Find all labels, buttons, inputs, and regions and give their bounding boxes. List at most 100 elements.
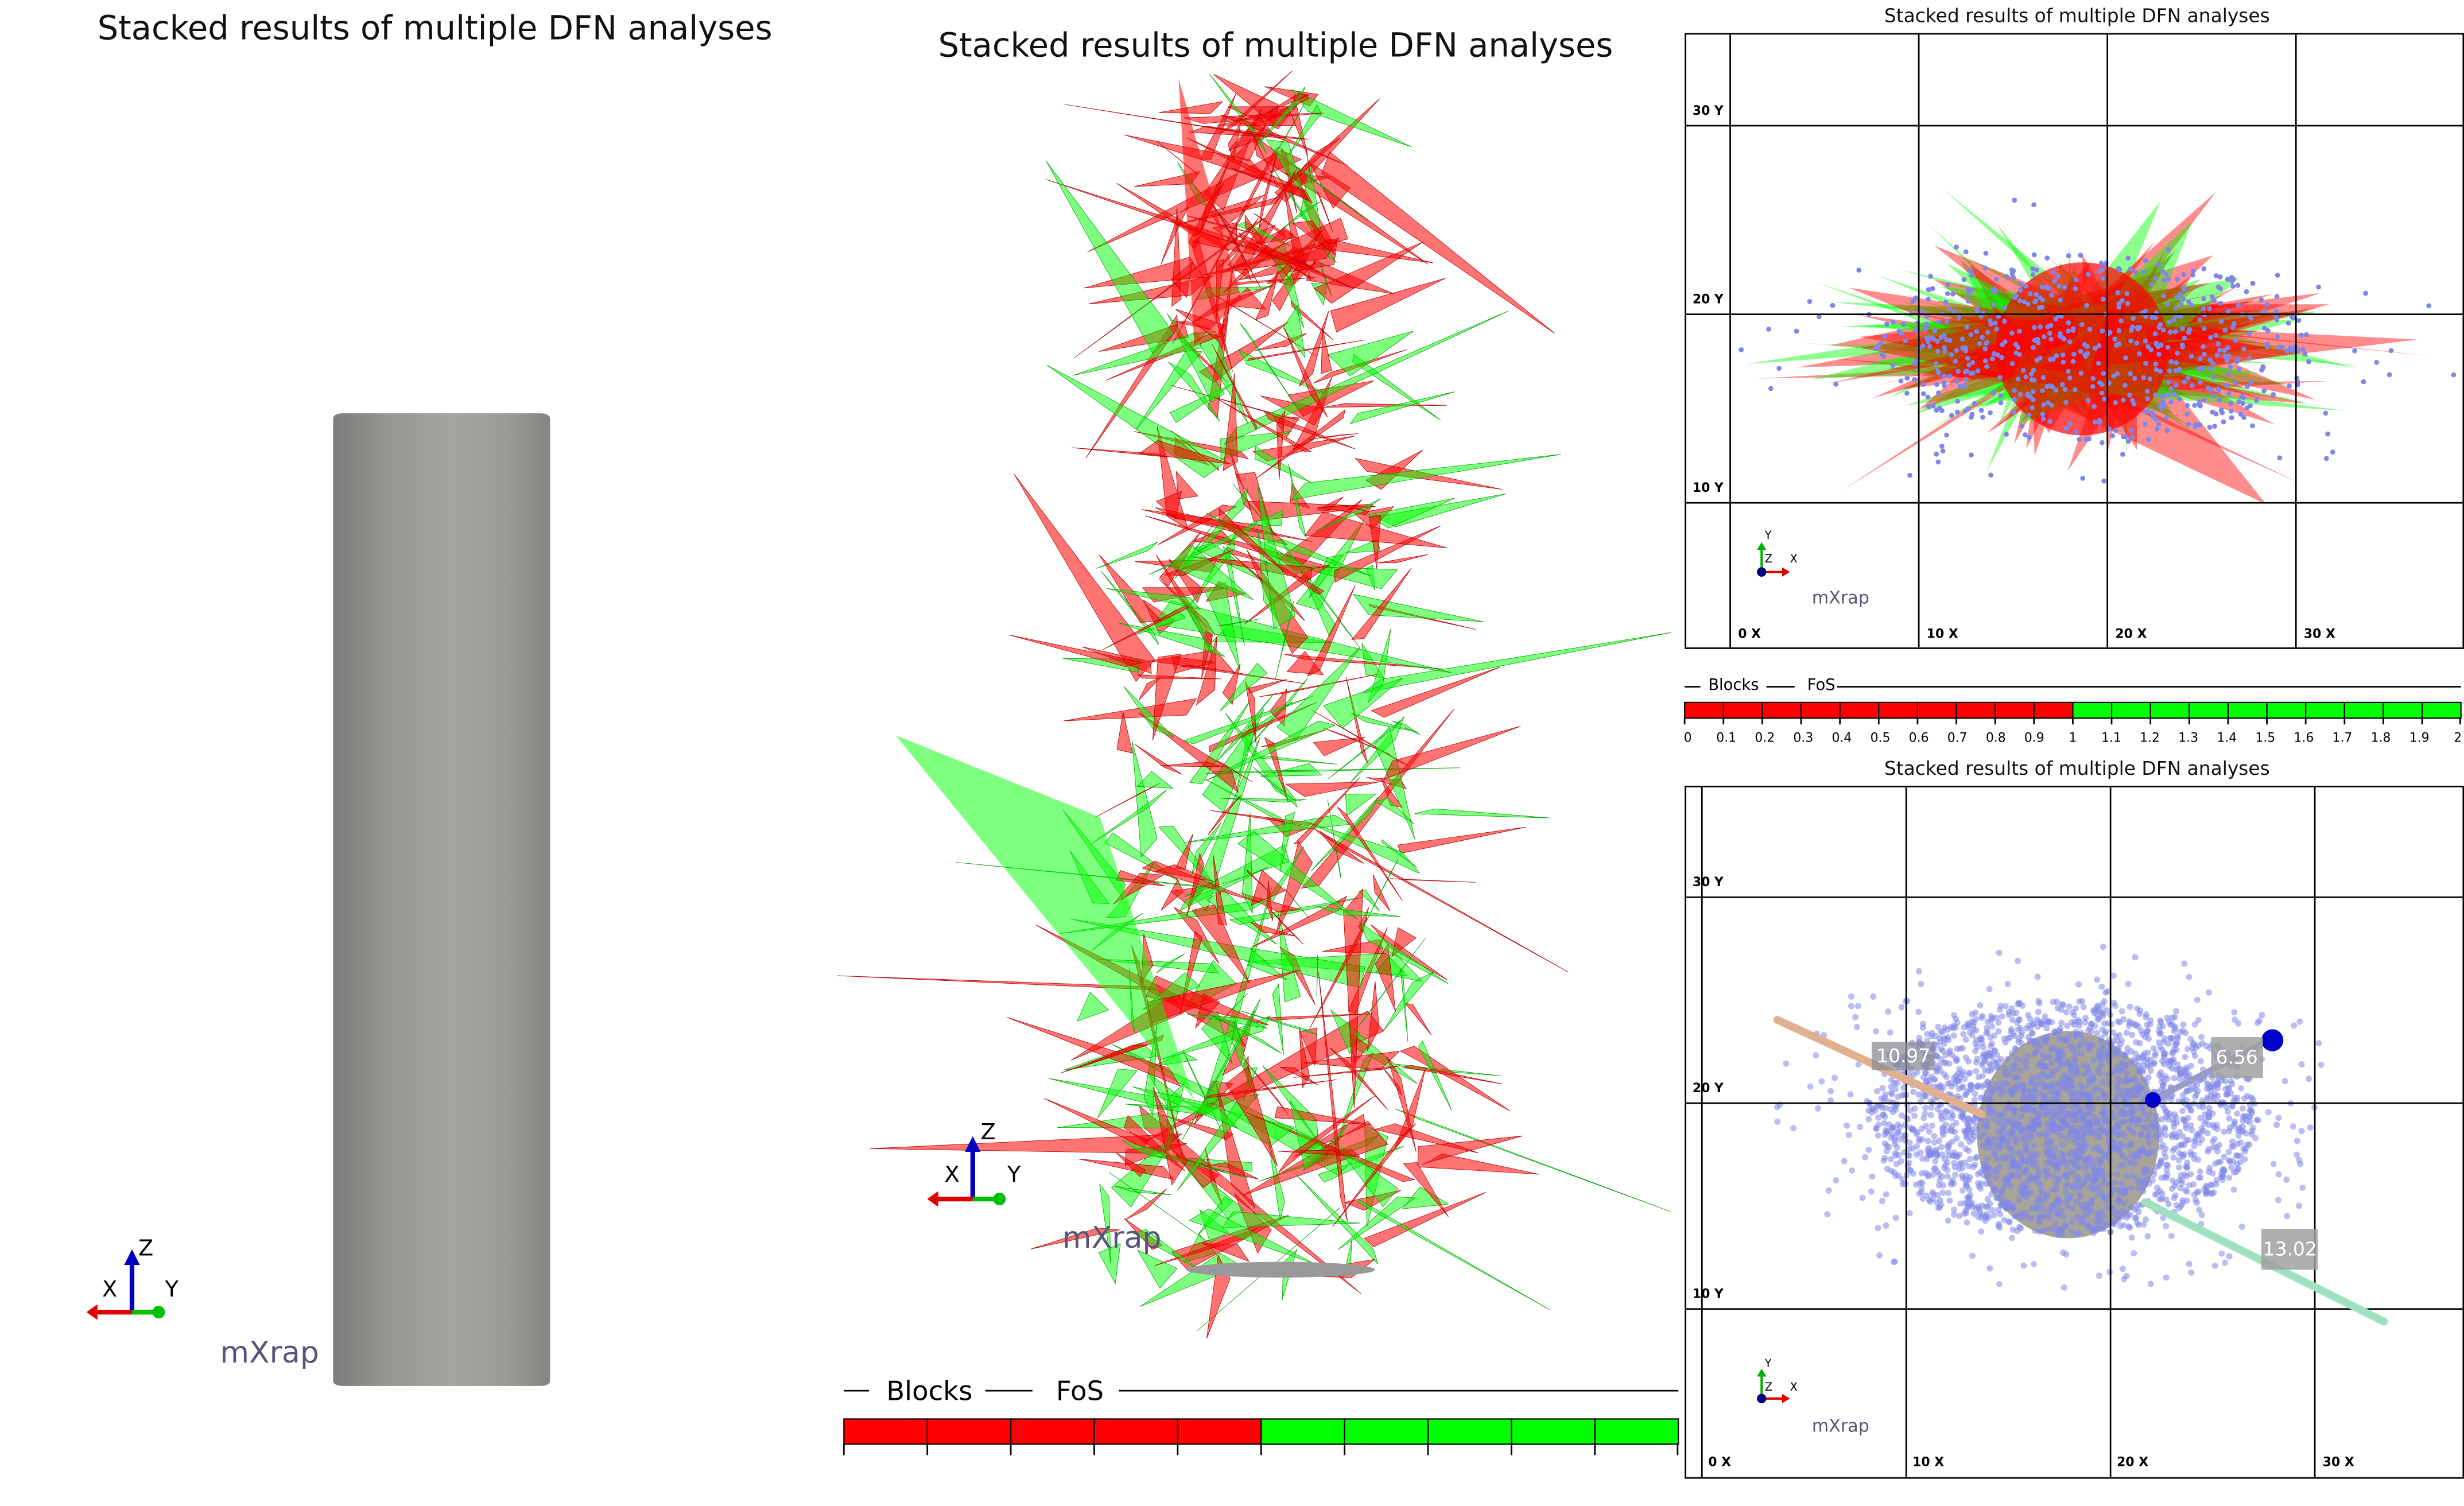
point (2150, 1148, 2157, 1155)
vertex-point (1980, 335, 1985, 340)
point (2182, 1187, 2189, 1194)
point (2049, 1045, 2056, 1051)
vertex-point (2197, 317, 2203, 323)
fracture-block (1259, 153, 1278, 228)
vertex-point (2156, 262, 2162, 267)
point (1919, 1195, 1926, 1202)
point (2066, 1151, 2073, 1158)
vertex-point (2274, 317, 2280, 323)
point (2156, 1136, 2163, 1143)
point (1968, 1201, 1974, 1208)
vertex-point (1932, 328, 1938, 333)
vertex-point (1959, 336, 1965, 342)
vertex-point (2141, 269, 2147, 275)
point (2001, 1035, 2008, 1042)
point (2167, 1022, 2174, 1028)
point (2128, 1185, 2135, 1191)
legend-attribute-label: FoS (1056, 1376, 1104, 1408)
point (2234, 1094, 2241, 1101)
fracture-block (1204, 582, 1240, 670)
point (2038, 1072, 2045, 1078)
vertex-point (2023, 284, 2028, 289)
fracture-block (1179, 867, 1268, 911)
vertex-point (2073, 277, 2079, 282)
point (2169, 1177, 2176, 1184)
vertex-point (2325, 431, 2330, 437)
vertex-point (1907, 472, 1912, 478)
vertex-point (2034, 267, 2039, 273)
point (1975, 1074, 1982, 1081)
vertex-point (2296, 317, 2302, 323)
vertex-point (2236, 302, 2241, 308)
point (2118, 1008, 2125, 1015)
vertex-point (2179, 302, 2184, 307)
vertex-point (1984, 364, 1990, 369)
vertex-point (2011, 409, 2016, 415)
point (2170, 1154, 2177, 1161)
point (2008, 1146, 2015, 1152)
point (1881, 1120, 1888, 1127)
grid-label-y: 30 Y (1692, 875, 1724, 890)
point (2147, 1280, 2154, 1287)
fracture-block (1285, 781, 1380, 797)
vertex-point (2158, 343, 2164, 348)
point (2082, 1015, 2089, 1022)
vertex-point (1936, 390, 1941, 395)
point (2281, 1078, 2288, 1085)
point (2016, 1197, 2022, 1204)
fracture-block (1132, 1086, 1237, 1128)
vertex-point (2044, 255, 2050, 261)
vertex-point (1965, 286, 1971, 292)
point (2075, 1185, 2082, 1191)
point (2089, 1160, 2096, 1167)
colorbar-tick-label: 1.2 (2140, 731, 2160, 745)
vertex-point (2071, 351, 2077, 357)
point (2028, 1038, 2035, 1045)
point (2100, 1127, 2106, 1134)
point (2098, 1035, 2105, 1042)
fracture-block (1352, 593, 1484, 622)
point (2143, 1178, 2149, 1185)
point (2105, 1071, 2112, 1078)
fracture-block (1371, 666, 1501, 718)
fracture-block (1116, 712, 1133, 754)
fracture-block (1156, 491, 1182, 519)
vertex-point (2181, 271, 2187, 277)
vertex-point (2125, 301, 2131, 306)
point (1998, 1155, 2005, 1162)
bottom-right-plan-view[interactable]: 10.97 6.56 13.02 30 Y 20 Y 10 Y 0 X 10 X… (1685, 786, 2464, 1479)
vertex-point (2274, 294, 2280, 300)
point (2184, 1165, 2191, 1171)
point (2066, 1003, 2073, 1010)
vertex-point (2197, 356, 2203, 362)
fracture-block (1299, 1027, 1317, 1066)
colorbar-tick-label: 0.9 (2024, 731, 2044, 745)
point (2135, 1201, 2142, 1208)
point (2062, 1189, 2069, 1196)
vertex-point (2164, 428, 2170, 433)
vertex-point (1911, 377, 1917, 382)
vertex-point (2092, 420, 2098, 425)
vertex-point (1956, 315, 1962, 320)
colorbar-segment (2305, 701, 2345, 719)
top-right-plan-view[interactable]: 30 Y 20 Y 10 Y 0 X 10 X 20 X 30 X Y Z X … (1685, 33, 2464, 649)
point (2179, 1177, 2186, 1183)
point (2186, 973, 2193, 980)
point (2132, 1050, 2139, 1057)
vertex-point (2017, 391, 2023, 397)
axis-x-label: X (944, 1163, 960, 1188)
fracture-block (1254, 135, 1278, 187)
point (1824, 1211, 1831, 1218)
point (2123, 1078, 2130, 1085)
point (2020, 1093, 2027, 1100)
vertex-point (2041, 334, 2047, 340)
vertex-point (1882, 333, 1888, 339)
point (2004, 981, 2011, 988)
point (1990, 1186, 1997, 1193)
point (2021, 1167, 2028, 1174)
point (2241, 1156, 2248, 1163)
fracture-block (1353, 938, 1426, 1033)
vertex-point (2241, 415, 2246, 420)
vertex-point (2226, 371, 2232, 376)
point (1910, 1072, 1917, 1078)
